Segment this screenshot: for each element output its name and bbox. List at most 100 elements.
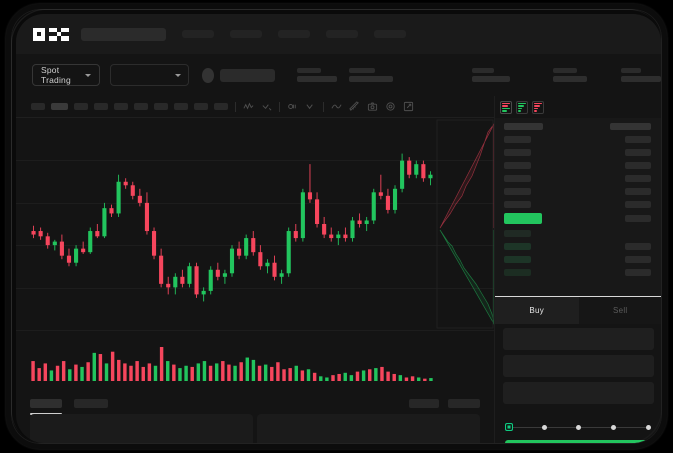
orderbook-bid-amount: [625, 269, 651, 276]
price-chart[interactable]: [16, 118, 494, 330]
chart-type-dropdown[interactable]: [261, 101, 272, 112]
bottom-card-positions[interactable]: [30, 414, 253, 443]
trade-tabs: Buy Sell: [495, 296, 661, 324]
indicators-dropdown[interactable]: [305, 101, 316, 112]
stat-24h-change: [296, 68, 337, 82]
orderbook-mode-both[interactable]: [500, 100, 512, 114]
orderbook-ask-amount: [625, 188, 651, 195]
camera-icon[interactable]: [367, 101, 378, 112]
stat-24h-volume: [552, 68, 587, 82]
tab-buy[interactable]: Buy: [495, 297, 579, 324]
orderbook-ask-price[interactable]: [504, 188, 531, 195]
fullscreen-icon[interactable]: [403, 101, 414, 112]
orderbook-mid-price[interactable]: [504, 213, 542, 224]
orderbook-bid-price[interactable]: [504, 256, 531, 263]
stat-24h-low: [471, 68, 510, 82]
nav-item-markets[interactable]: [230, 30, 262, 38]
chevron-down-icon: [174, 73, 181, 77]
volume-series: [31, 347, 433, 381]
pair-bar: Spot Trading: [16, 54, 661, 96]
orderbook-mid-amount: [625, 215, 651, 222]
top-nav: [16, 14, 661, 54]
order-amount-input[interactable]: [503, 355, 654, 377]
app-screen: Spot Trading: [16, 14, 661, 443]
okx-logo-icon[interactable]: [33, 27, 69, 41]
orderbook-ask-price[interactable]: [504, 162, 531, 169]
search-input[interactable]: [81, 27, 166, 41]
timeframe-30m[interactable]: [94, 103, 108, 110]
orderbook-header: [495, 96, 661, 118]
gear-icon[interactable]: [385, 101, 396, 112]
orderbook-bid-price[interactable]: [504, 230, 531, 237]
right-panel: Buy Sell: [494, 96, 661, 443]
orderbook-bid-amount: [625, 243, 651, 250]
indicators-button[interactable]: [287, 101, 298, 112]
toolbar-divider: [279, 101, 280, 112]
orderbook-ask-price[interactable]: [504, 201, 531, 208]
nav-item-more[interactable]: [374, 30, 406, 38]
timeframe-4h[interactable]: [134, 103, 148, 110]
orderbook-ask-amount: [625, 201, 651, 208]
orderbook-col-price: [504, 123, 543, 130]
chevron-down-icon: [84, 73, 91, 77]
tab-sell[interactable]: Sell: [578, 297, 661, 324]
slider-handle[interactable]: [505, 423, 513, 431]
device-frame: Spot Trading: [6, 4, 667, 449]
nav-item-trade[interactable]: [182, 30, 214, 38]
order-total-input[interactable]: [503, 382, 654, 404]
timeframe-5m[interactable]: [51, 103, 68, 110]
chart-gridline: [16, 203, 494, 204]
timeframe-1m[interactable]: [31, 103, 45, 110]
spot-trading-label: Spot Trading: [41, 65, 71, 85]
orderbook-bid-price[interactable]: [504, 243, 531, 250]
orderbook-mode-sell[interactable]: [532, 100, 544, 114]
toolbar-divider: [323, 101, 324, 112]
timeframe-1h[interactable]: [114, 103, 128, 110]
order-price-input[interactable]: [503, 328, 654, 350]
orderbook-ask-amount: [625, 136, 651, 143]
chart-type-button[interactable]: [243, 101, 254, 112]
bottom-tab-order-history[interactable]: [74, 398, 108, 408]
slider-stop-75[interactable]: [611, 424, 616, 430]
ruler-icon[interactable]: [349, 101, 360, 112]
trendline-icon[interactable]: [331, 101, 342, 112]
orderbook-ask-price[interactable]: [504, 149, 531, 156]
bottom-card-assets[interactable]: [257, 414, 480, 443]
amount-slider[interactable]: [505, 422, 653, 432]
orderbook-ask-amount: [625, 175, 651, 182]
slider-stop-25[interactable]: [542, 424, 547, 430]
bottom-tab-open-orders[interactable]: [30, 398, 62, 415]
timeframe-1mo[interactable]: [194, 103, 208, 110]
order-book[interactable]: [495, 118, 661, 296]
orderbook-bid-price[interactable]: [504, 269, 531, 276]
coin-avatar: [201, 67, 214, 83]
timeframe-1w[interactable]: [174, 103, 188, 110]
pair-select[interactable]: [109, 64, 189, 86]
orderbook-bid-amount: [625, 256, 651, 263]
spot-trading-selector[interactable]: Spot Trading: [32, 64, 100, 86]
order-form: [495, 324, 661, 414]
slider-stop-50[interactable]: [576, 424, 581, 430]
stat-24h-high: [348, 68, 393, 82]
bottom-panel-cards: [16, 414, 494, 443]
candlestick-series: [31, 153, 433, 302]
timeframe-1d[interactable]: [154, 103, 168, 110]
chart-gridline: [16, 160, 494, 161]
chart-gridline: [16, 288, 494, 289]
bottom-action-cancel-all[interactable]: [448, 398, 480, 408]
timeframe-more[interactable]: [214, 103, 228, 110]
orderbook-ask-price[interactable]: [504, 136, 531, 143]
toolbar-divider: [235, 101, 236, 112]
orderbook-ask-price[interactable]: [504, 175, 531, 182]
slider-stop-100[interactable]: [646, 424, 651, 430]
stat-24h-turnover: [621, 68, 661, 82]
orderbook-mode-buy[interactable]: [516, 100, 528, 114]
bottom-tab-strip: [16, 392, 494, 415]
nav-item-web3[interactable]: [326, 30, 358, 38]
bottom-action-hide-other-pairs[interactable]: [409, 398, 439, 408]
submit-order-button[interactable]: [505, 440, 653, 443]
timeframe-15m[interactable]: [74, 103, 88, 110]
orderbook-col-amount: [610, 123, 651, 130]
nav-item-earn[interactable]: [278, 30, 310, 38]
volume-chart: [16, 330, 494, 392]
